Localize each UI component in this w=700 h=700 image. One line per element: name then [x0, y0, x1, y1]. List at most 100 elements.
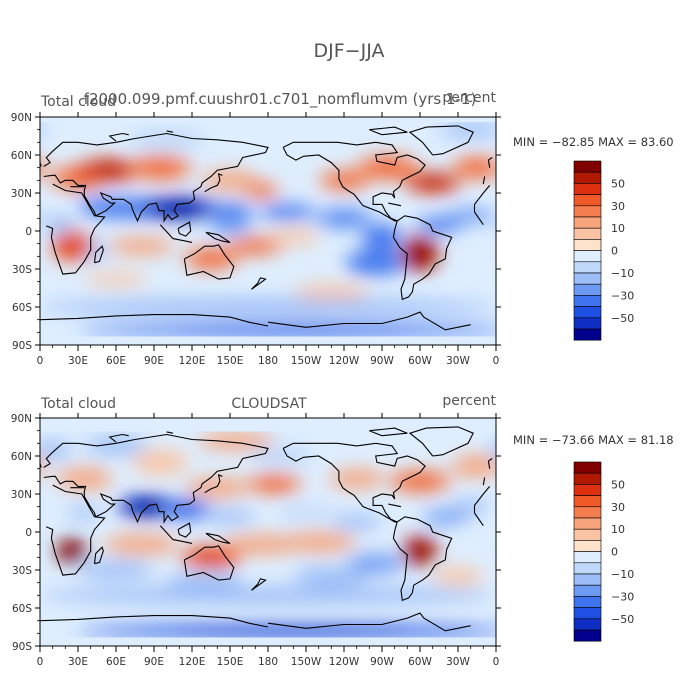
field-blob	[0, 217, 6, 232]
panel-1-coastlines	[40, 125, 493, 331]
field-blob	[103, 534, 180, 555]
field-blob	[56, 467, 113, 491]
panel-cloudsat: 90N 60N 30N 0 30S 60S 90S 0 30E 60E 90E 120E 150E 18…	[0, 393, 674, 668]
field-blob	[280, 532, 357, 553]
field-blob	[132, 449, 189, 476]
field-core	[171, 503, 200, 515]
panel-1-center-label: f2000.099.pmf.cuushr01.c701_nomflumvm (y…	[84, 90, 477, 109]
colorbar-label: 30	[611, 200, 625, 213]
field-blob	[432, 567, 484, 586]
colorbar-label: −10	[611, 568, 634, 581]
field-blob	[40, 458, 47, 474]
colorbar-label: −30	[611, 289, 634, 302]
field-core	[89, 201, 118, 210]
panel-2-left-label: Total cloud	[40, 396, 116, 412]
y-tick-label: 60S	[12, 302, 32, 314]
colorbar-label: 50	[611, 478, 625, 491]
colorbar-swatch	[573, 551, 602, 564]
field-blob	[447, 208, 494, 224]
colorbar-swatch	[573, 618, 602, 631]
x-tick-label: 60E	[106, 656, 126, 668]
field-blob	[439, 122, 496, 138]
panel-model: 90N 60N 30N 0 30S 60S 90S 0 30E 60E 90E 120E 150E 18…	[0, 90, 674, 367]
field-core	[402, 475, 438, 488]
colorbar-swatch	[573, 227, 602, 240]
y-tick-label: 30S	[12, 565, 32, 577]
y-tick-label: 60N	[11, 150, 32, 162]
panel-1-left-label: Total cloud	[40, 94, 116, 110]
colorbar-swatch	[573, 272, 602, 285]
colorbar-swatch	[573, 160, 602, 173]
panel-2-field	[0, 431, 568, 638]
x-tick-label: 30W	[446, 656, 470, 668]
x-tick-label: 0	[493, 355, 500, 367]
colorbar-label: 30	[611, 501, 625, 514]
colorbar-swatch	[573, 484, 602, 496]
colorbar-swatch	[573, 506, 602, 519]
field-blob	[0, 208, 37, 223]
x-tick-label: 30W	[446, 355, 470, 367]
field-blob	[0, 509, 12, 524]
field-core	[519, 544, 536, 558]
field-blob	[108, 237, 175, 256]
field-core	[91, 163, 128, 177]
field-blob	[248, 445, 313, 467]
field-core	[174, 326, 412, 334]
field-core	[463, 161, 491, 174]
x-tick-label: 0	[493, 656, 500, 668]
colorbar-label: −50	[611, 312, 634, 325]
colorbar-swatch	[573, 283, 602, 296]
colorbar-swatch	[573, 528, 602, 541]
field-core	[327, 212, 361, 224]
field-blob	[422, 509, 469, 525]
field-blob	[293, 566, 370, 587]
x-tick-label: 30E	[68, 355, 88, 367]
colorbar-swatch	[573, 562, 602, 575]
colorbar-label: 10	[611, 523, 625, 536]
field-core	[63, 544, 81, 558]
x-tick-label: 120E	[179, 656, 206, 668]
field-core	[426, 220, 452, 229]
colorbar-swatch	[573, 183, 602, 195]
colorbar-swatch	[573, 607, 602, 620]
panel-1-field	[0, 122, 561, 337]
x-tick-label: 120W	[329, 355, 360, 367]
colorbar-swatch	[573, 171, 602, 184]
x-tick-label: 150E	[217, 355, 244, 367]
field-blob	[84, 437, 148, 455]
x-tick-label: 180	[258, 656, 278, 668]
field-core	[7, 161, 35, 174]
field-core	[417, 177, 448, 189]
field-core	[370, 160, 406, 175]
field-blob	[507, 231, 548, 261]
field-blob	[531, 240, 561, 260]
field-blob	[500, 216, 530, 234]
panel-2-center-label: CLOUDSAT	[231, 396, 307, 412]
x-tick-label: 0	[37, 355, 44, 367]
field-blob	[268, 229, 319, 245]
panel-1-colorbar: 50 30 10 0 −10 −30 −50	[573, 160, 634, 341]
field-blob	[128, 129, 205, 150]
field-blob	[512, 538, 542, 563]
field-blob	[84, 272, 148, 286]
field-blob	[78, 561, 154, 579]
field-blob	[523, 507, 558, 520]
field-blob	[489, 443, 496, 457]
colorbar-swatch	[573, 216, 602, 229]
colorbar-swatch	[573, 261, 602, 274]
field-blob	[40, 160, 47, 176]
y-tick-label: 0	[25, 527, 32, 539]
colorbar-label: 0	[611, 546, 618, 559]
field-blob	[328, 468, 385, 489]
field-core	[409, 244, 431, 264]
x-tick-label: 90E	[144, 656, 164, 668]
colorbar-swatch	[573, 596, 602, 608]
field-core	[240, 241, 271, 252]
y-tick-label: 60S	[12, 603, 32, 615]
field-core	[519, 171, 550, 185]
panel-1-units: percent	[442, 90, 496, 106]
y-tick-label: 30N	[11, 489, 32, 501]
x-tick-label: 150W	[291, 355, 322, 367]
field-blob	[0, 499, 32, 514]
field-blob	[512, 467, 568, 490]
